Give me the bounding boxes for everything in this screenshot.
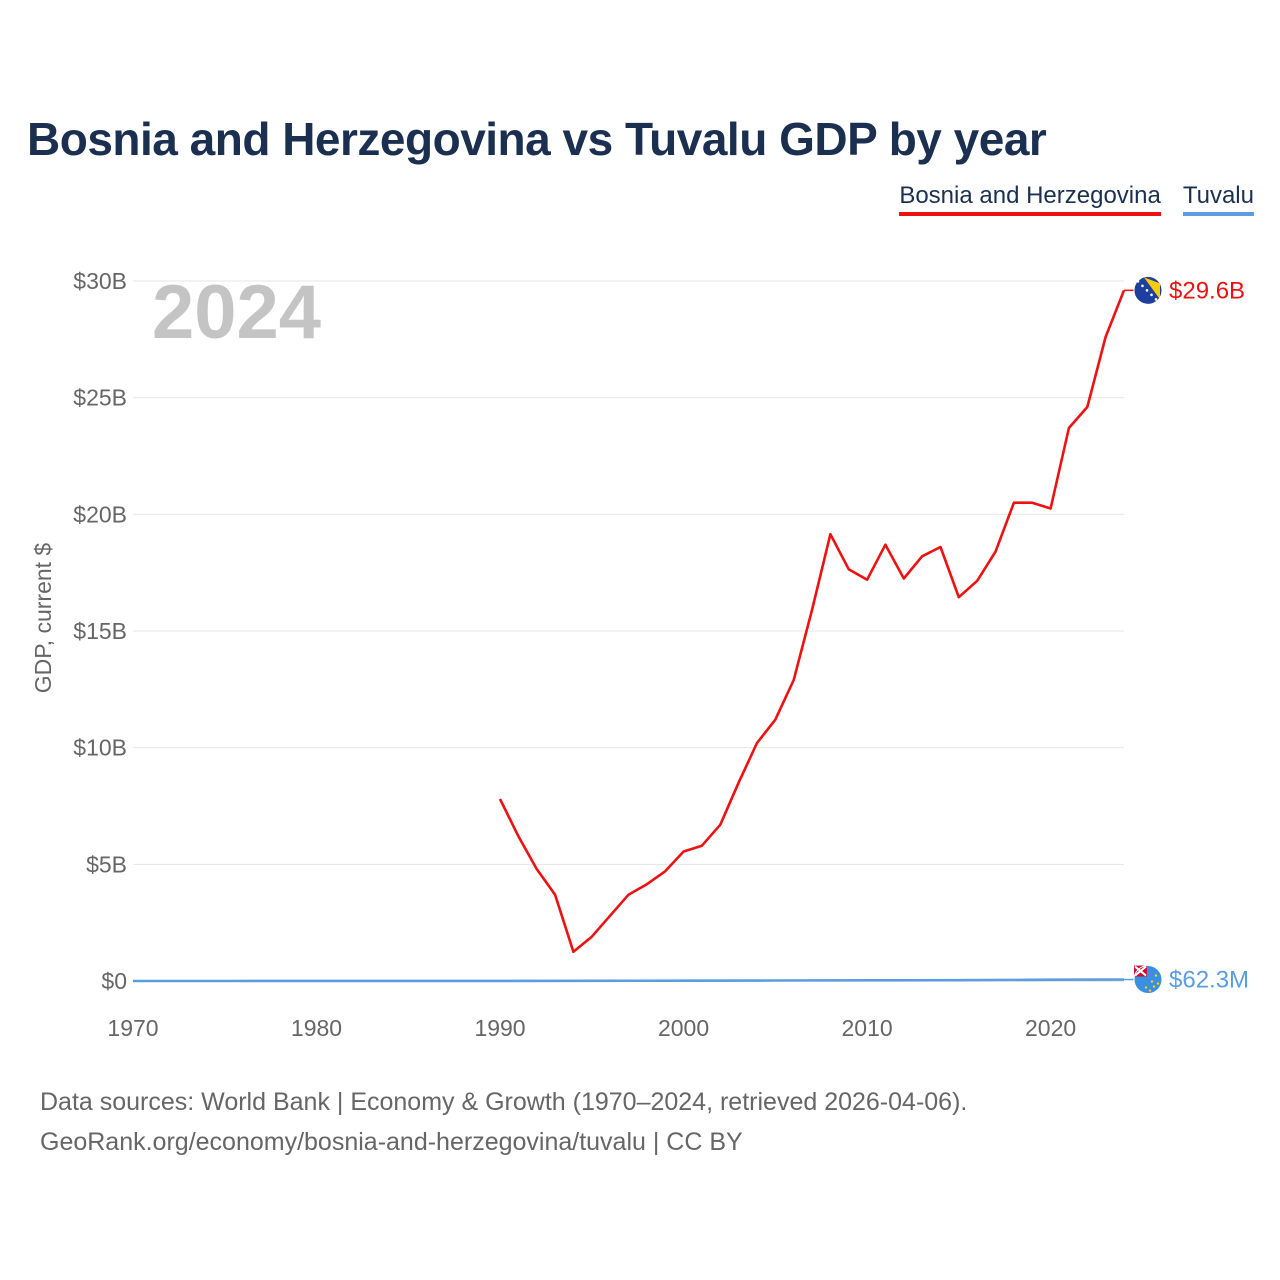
end-value-label-bosnia-and-herzegovina: $29.6B <box>1169 277 1245 304</box>
footer-sources: Data sources: World Bank | Economy & Gro… <box>40 1088 968 1116</box>
page-title: Bosnia and Herzegovina vs Tuvalu GDP by … <box>27 113 1047 165</box>
y-axis-label: GDP, current $ <box>30 543 56 694</box>
end-value-label-tuvalu: $62.3M <box>1169 967 1249 994</box>
y-tick-label: $25B <box>73 385 127 411</box>
y-tick-label: $30B <box>73 268 127 294</box>
bosnia-flag-icon <box>1133 275 1163 305</box>
series-line-tuvalu <box>133 978 1125 983</box>
legend-item-tuvalu[interactable]: Tuvalu <box>1182 182 1254 216</box>
x-tick-label: 2020 <box>1025 1015 1076 1041</box>
x-tick-label: 2000 <box>658 1015 709 1041</box>
y-tick-label: $10B <box>73 735 127 761</box>
y-tick-label: $5B <box>86 851 127 877</box>
y-tick-label: $15B <box>73 618 127 644</box>
tuvalu-flag-icon <box>1133 965 1163 995</box>
y-tick-label: $20B <box>73 501 127 527</box>
footer: Data sources: World Bank | Economy & Gro… <box>40 1082 967 1162</box>
year-watermark: 2024 <box>152 270 321 355</box>
series-line-bosnia-and-herzegovina <box>498 289 1126 954</box>
x-tick-label: 2010 <box>841 1015 892 1041</box>
x-tick-label: 1970 <box>107 1015 158 1041</box>
x-tick-label: 1980 <box>291 1015 342 1041</box>
legend-item-bosnia-and-herzegovina[interactable]: Bosnia and Herzegovina <box>899 182 1161 216</box>
footer-link[interactable]: GeoRank.org/economy/bosnia-and-herzegovi… <box>40 1128 743 1156</box>
y-tick-label: $0 <box>101 968 127 994</box>
legend: Bosnia and Herzegovina Tuvalu <box>899 182 1254 216</box>
x-tick-label: 1990 <box>474 1015 525 1041</box>
